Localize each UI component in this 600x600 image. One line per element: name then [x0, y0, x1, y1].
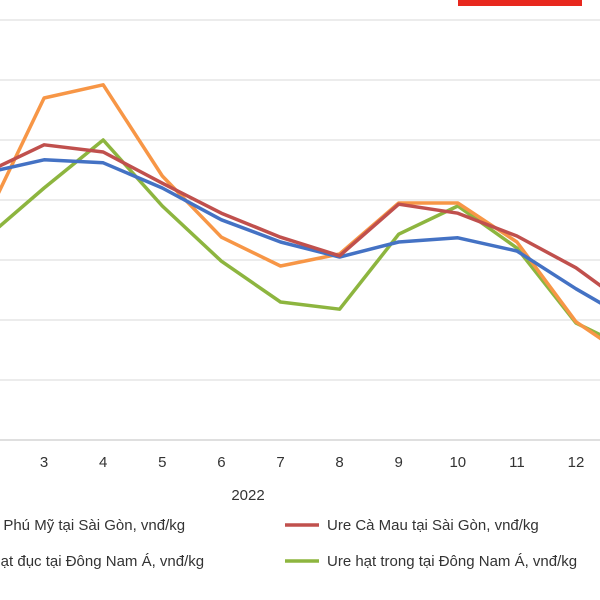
legend: Ure Phú Mỹ tại Sài Gòn, vnđ/kg Ure Cà Mau… — [0, 517, 577, 570]
series-line-4 — [0, 138, 600, 337]
x-tick-label: 5 — [158, 454, 166, 471]
x-tick-label: 10 — [449, 454, 466, 471]
series-layer — [0, 83, 600, 341]
x-tick-label: 3 — [40, 454, 48, 471]
legend-label-3: Ure hạt đục tại Đông Nam Á, vnđ/kg — [0, 553, 204, 570]
x-tick-labels: 3 4 5 6 7 8 9 10 11 12 — [40, 454, 584, 471]
header-badge — [458, 0, 582, 6]
x-tick-label: 12 — [568, 454, 585, 471]
series-line-1 — [0, 158, 600, 305]
x-tick-label: 11 — [509, 454, 525, 471]
x-tick-label: 6 — [217, 454, 225, 471]
series-line-2 — [0, 143, 600, 288]
legend-label-4: Ure hạt trong tại Đông Nam Á, vnđ/kg — [327, 553, 577, 570]
x-axis-year-label: 2022 — [231, 487, 264, 504]
gridlines — [0, 19, 600, 381]
x-tick-label: 7 — [276, 454, 284, 471]
legend-label-2: Ure Cà Mau tại Sài Gòn, vnđ/kg — [327, 517, 539, 534]
x-tick-label: 9 — [395, 454, 403, 471]
x-tick-label: 8 — [335, 454, 343, 471]
x-tick-label: 4 — [99, 454, 107, 471]
legend-label-1: Ure Phú Mỹ tại Sài Gòn, vnđ/kg — [0, 517, 185, 534]
